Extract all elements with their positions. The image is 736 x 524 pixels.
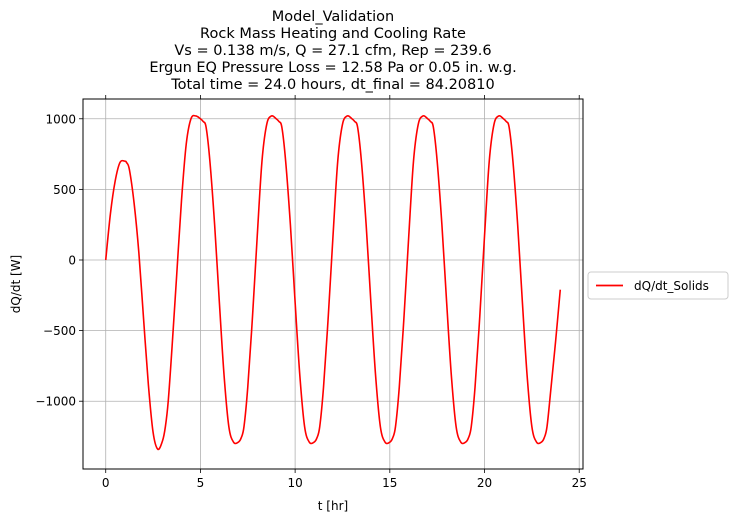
series-line-0 bbox=[104, 114, 562, 451]
legend-label: dQ/dt_Solids bbox=[634, 279, 709, 293]
x-tick-label: 10 bbox=[287, 476, 302, 490]
y-tick-label: 1000 bbox=[45, 112, 76, 126]
x-axis-label: t [hr] bbox=[318, 499, 348, 513]
x-axis: 0 5 10 15 20 25 bbox=[102, 95, 587, 490]
title-line: Total time = 24.0 hours, dt_final = 84.2… bbox=[170, 77, 494, 93]
y-tick-label: −500 bbox=[43, 324, 76, 338]
title-line: Rock Mass Heating and Cooling Rate bbox=[200, 26, 466, 42]
legend: dQ/dt_Solids bbox=[587, 271, 729, 300]
x-tick-label: 20 bbox=[477, 476, 492, 490]
y-tick-label: −1000 bbox=[35, 395, 76, 409]
y-tick-label: 500 bbox=[53, 183, 76, 197]
title-line: Ergun EQ Pressure Loss = 12.58 Pa or 0.0… bbox=[149, 60, 516, 76]
x-tick-label: 25 bbox=[572, 476, 587, 490]
plot-frame bbox=[82, 98, 584, 470]
y-axis: −1000 −500 0 500 1000 bbox=[35, 112, 83, 409]
y-axis-label: dQ/dt [W] bbox=[9, 255, 23, 313]
x-tick-label: 15 bbox=[382, 476, 397, 490]
title-line: Vs = 0.138 m/s, Q = 27.1 cfm, Rep = 239.… bbox=[174, 43, 491, 59]
x-tick-label: 0 bbox=[102, 476, 110, 490]
grid bbox=[83, 99, 583, 469]
legend-box bbox=[587, 271, 729, 300]
title-line: Model_Validation bbox=[272, 9, 394, 25]
y-tick-label: 0 bbox=[68, 253, 76, 267]
series bbox=[104, 114, 562, 451]
x-tick-label: 5 bbox=[197, 476, 205, 490]
